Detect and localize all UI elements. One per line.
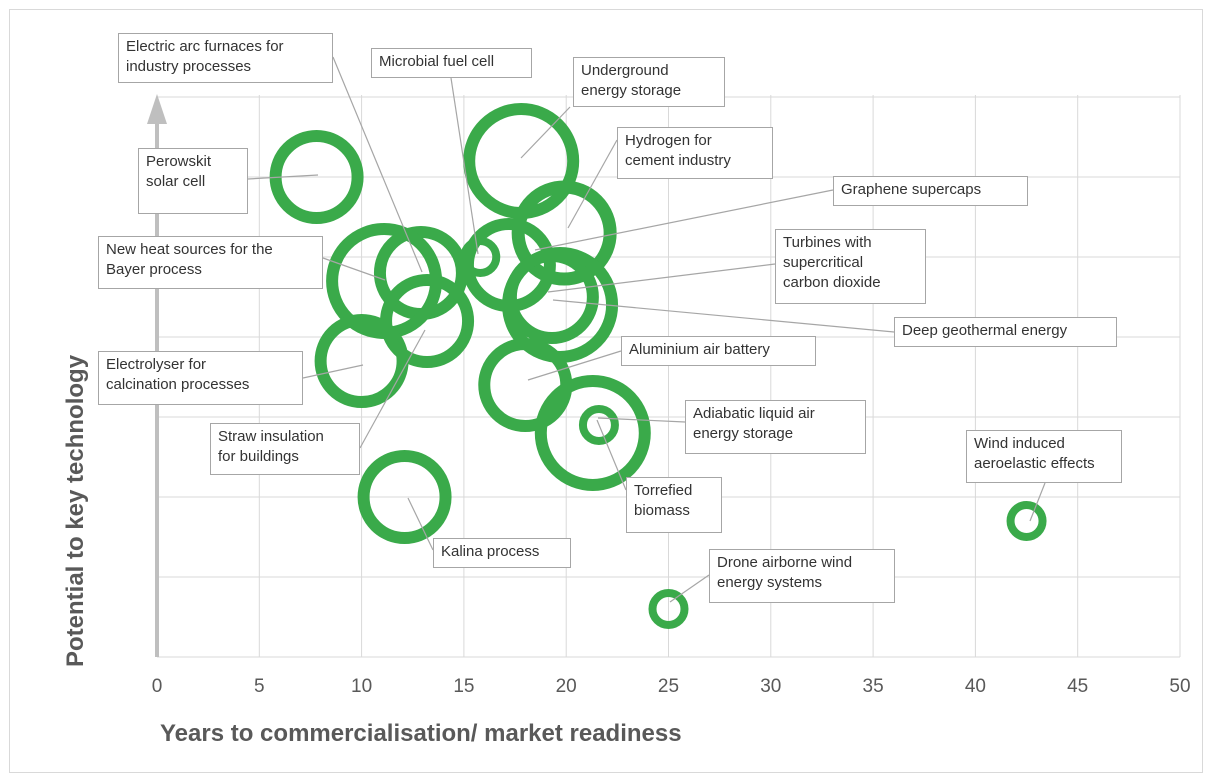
leader-line <box>359 329 426 449</box>
bubble-label: Microbial fuel cell <box>371 48 532 78</box>
y-axis-arrow <box>147 94 167 124</box>
leader-line <box>247 174 319 180</box>
x-tick-label: 45 <box>1067 676 1089 697</box>
leader-line <box>534 189 834 251</box>
x-tick-label: 5 <box>254 676 265 697</box>
bubble-label: Perowskit solar cell <box>138 148 248 214</box>
bubble <box>478 338 573 432</box>
bubble <box>463 103 580 219</box>
x-tick-label: 40 <box>964 676 986 697</box>
leader-line <box>332 56 423 273</box>
bubble-label: Adiabatic liquid air energy storage <box>685 400 866 454</box>
leader-line <box>302 364 364 379</box>
leader-line <box>407 497 434 551</box>
leader-line <box>527 350 622 381</box>
bubble <box>648 589 689 629</box>
bubble-label: Aluminium air battery <box>621 336 816 366</box>
x-tick-label: 10 <box>351 676 373 697</box>
bubble-label: Straw insulation for buildings <box>210 423 360 475</box>
bubble-label: Graphene supercaps <box>833 176 1028 206</box>
bubble <box>511 180 617 286</box>
bubble <box>578 405 619 445</box>
x-tick-label: 15 <box>453 676 475 697</box>
leader-line <box>597 417 686 423</box>
bubble <box>357 450 452 544</box>
leader-line <box>450 77 479 255</box>
bubble-label: Drone airborne wind energy systems <box>709 549 895 603</box>
x-tick-label: 25 <box>657 676 680 697</box>
bubble-label: Electric arc furnaces for industry proce… <box>118 33 333 83</box>
chart-frame <box>9 9 1203 773</box>
bubble-label: Hydrogen for cement industry <box>617 127 773 179</box>
bubble-label: Torrefied biomass <box>626 477 722 533</box>
bubble-label: New heat sources for the Bayer process <box>98 236 323 289</box>
bubble-label: Underground energy storage <box>573 57 725 107</box>
bubble <box>1006 501 1047 541</box>
leader-line <box>669 574 710 603</box>
x-tick-label: 20 <box>555 676 577 697</box>
y-axis-title: Potential to key technology <box>62 354 89 667</box>
leader-line <box>1029 482 1046 522</box>
bubble <box>380 274 475 368</box>
x-tick-label: 50 <box>1169 676 1191 697</box>
x-tick-label: 0 <box>151 676 163 697</box>
bubble-label: Deep geothermal energy <box>894 317 1117 347</box>
bubble-label: Wind induced aeroelastic effects <box>966 430 1122 483</box>
bubble-label: Turbines with supercritical carbon dioxi… <box>775 229 926 304</box>
leader-line <box>322 257 386 281</box>
leader-line <box>520 106 571 159</box>
bubble-label: Electrolyser for calcination processes <box>98 351 303 405</box>
leader-line <box>552 299 895 333</box>
x-axis-title: Years to commercialisation/ market readi… <box>160 720 682 747</box>
leader-line <box>567 139 618 229</box>
x-tick-label: 30 <box>760 676 782 697</box>
x-tick-label: 35 <box>862 676 884 697</box>
leader-line <box>547 263 776 293</box>
bubble <box>534 375 651 491</box>
bubble-label: Kalina process <box>433 538 571 568</box>
leader-line <box>596 419 627 491</box>
